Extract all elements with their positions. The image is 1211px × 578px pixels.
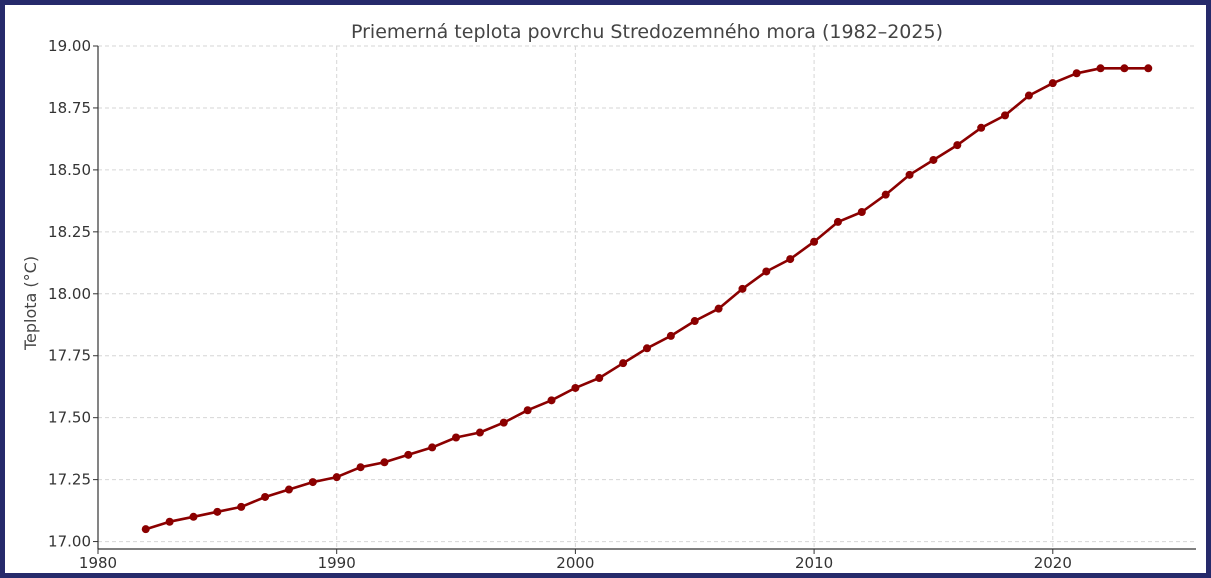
line-chart: 17.00 17.25 17.50 17.75 18.00 18.25 18.50 18.75… <box>21 21 1196 572</box>
data-point <box>953 141 962 150</box>
data-point <box>786 255 795 264</box>
x-tick-label: 2000 <box>556 554 594 572</box>
data-point <box>332 473 341 482</box>
chart-container: 17.00 17.25 17.50 17.75 18.00 18.25 18.50 18.75… <box>5 5 1206 573</box>
y-tick-label: 18.25 <box>48 223 91 241</box>
data-point <box>714 304 723 313</box>
data-point <box>499 418 508 427</box>
data-point <box>1144 64 1153 73</box>
data-point <box>643 344 651 353</box>
data-point <box>619 359 628 368</box>
data-point <box>1048 79 1057 88</box>
tick-layer: 17.00 17.25 17.50 17.75 18.00 18.25 18.50 18.75… <box>48 37 1072 572</box>
data-point <box>595 374 604 383</box>
y-tick-label: 18.50 <box>48 161 91 179</box>
x-tick-label: 1980 <box>79 554 117 572</box>
y-tick-label: 17.25 <box>48 471 91 489</box>
data-point <box>308 478 317 487</box>
data-point <box>905 170 914 179</box>
data-point <box>571 383 580 392</box>
data-point <box>404 450 413 459</box>
data-point <box>857 208 866 217</box>
y-tick-label: 17.50 <box>48 409 91 427</box>
data-point <box>977 123 986 132</box>
data-point <box>475 428 484 437</box>
data-point <box>165 517 174 526</box>
data-point <box>189 512 198 521</box>
series-line <box>145 66 1149 531</box>
data-point <box>213 507 222 516</box>
y-tick-label: 18.00 <box>48 285 91 303</box>
grid-layer <box>97 45 1196 549</box>
y-tick-label: 17.75 <box>48 347 91 365</box>
data-point <box>356 463 365 472</box>
data-point <box>929 155 938 164</box>
data-point <box>141 525 150 534</box>
chart-title: Priemerná teplota povrchu Stredozemného … <box>351 21 943 43</box>
y-tick-label: 17.00 <box>48 533 91 551</box>
data-point <box>1072 69 1081 78</box>
data-point <box>1120 64 1129 73</box>
y-tick-label: 18.75 <box>48 99 91 117</box>
data-point <box>690 317 699 326</box>
series-layer <box>141 64 1153 534</box>
data-point <box>810 237 819 246</box>
data-point <box>738 284 747 293</box>
data-point <box>762 267 771 276</box>
x-tick-label: 1990 <box>318 554 356 572</box>
data-point <box>523 406 532 415</box>
data-point <box>261 492 270 501</box>
data-point <box>881 190 890 199</box>
data-point <box>452 433 461 442</box>
axis-layer <box>97 46 1196 550</box>
x-tick-label: 2010 <box>795 554 833 572</box>
data-point <box>833 217 842 226</box>
y-axis-label: Teplota (°C) <box>21 256 40 351</box>
x-tick-label: 2020 <box>1034 554 1072 572</box>
data-point <box>237 502 246 511</box>
data-point <box>1001 111 1010 120</box>
data-point <box>1096 64 1105 73</box>
data-point <box>284 485 293 494</box>
data-point <box>1024 91 1033 100</box>
data-point <box>547 396 556 405</box>
data-point <box>380 458 389 467</box>
data-point <box>428 443 437 452</box>
y-tick-label: 19.00 <box>48 37 91 55</box>
data-point <box>666 331 675 340</box>
